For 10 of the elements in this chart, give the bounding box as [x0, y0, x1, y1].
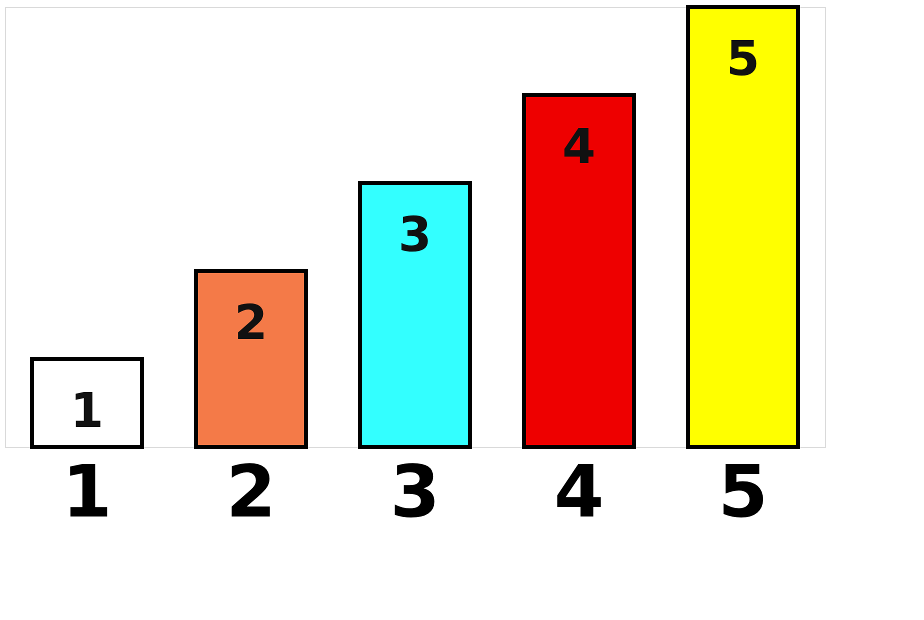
data-label: 2: [234, 295, 268, 351]
x-tick-label: 2: [226, 450, 276, 534]
data-label: 3: [398, 207, 432, 263]
x-tick-label: 1: [62, 450, 112, 534]
data-label: 5: [726, 31, 760, 87]
x-tick-label: 4: [554, 450, 604, 534]
data-label: 1: [70, 383, 104, 439]
x-tick-label: 3: [390, 450, 440, 534]
x-tick-label: 5: [718, 450, 768, 534]
data-label: 4: [562, 119, 596, 175]
